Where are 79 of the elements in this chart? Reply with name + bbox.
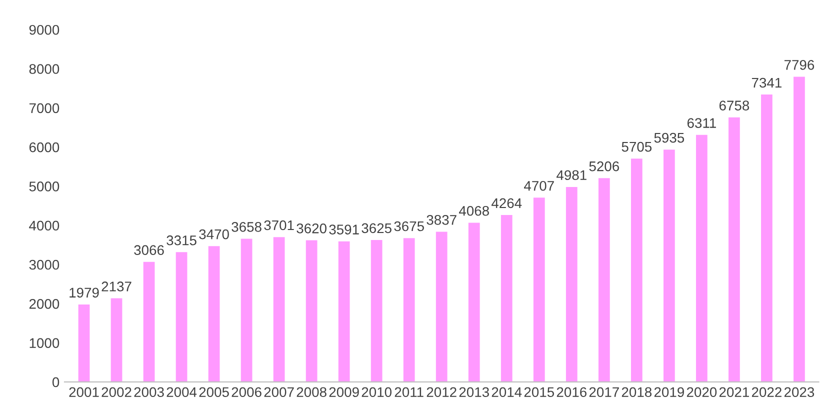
data-label: 3470 bbox=[199, 229, 229, 240]
y-tick-label: 1000 bbox=[30, 338, 60, 348]
data-label: 4707 bbox=[524, 180, 554, 191]
y-tick-label: 8000 bbox=[29, 64, 60, 74]
data-label: 4981 bbox=[556, 170, 586, 180]
data-label: 3591 bbox=[329, 224, 359, 234]
data-label: 5705 bbox=[622, 142, 652, 152]
data-label: 3625 bbox=[362, 223, 392, 234]
bar bbox=[468, 222, 480, 382]
x-tick-label: 2011 bbox=[394, 387, 424, 398]
data-label: 3620 bbox=[296, 223, 326, 234]
x-tick-label: 2019 bbox=[654, 387, 684, 398]
bar bbox=[403, 238, 415, 382]
bar bbox=[794, 76, 805, 382]
x-tick-label: 2012 bbox=[426, 387, 456, 398]
x-tick-label: 2013 bbox=[459, 387, 489, 398]
data-label: 6758 bbox=[719, 100, 750, 110]
x-tick-label: 2006 bbox=[232, 387, 262, 398]
y-tick-label: 5000 bbox=[29, 182, 60, 192]
data-label: 3837 bbox=[426, 215, 456, 225]
bar bbox=[630, 158, 642, 382]
bar bbox=[110, 298, 122, 382]
y-tick-label: 4000 bbox=[29, 220, 60, 231]
x-tick-label: 2017 bbox=[589, 387, 619, 398]
bar bbox=[78, 304, 90, 382]
bar bbox=[436, 232, 448, 382]
bar bbox=[533, 198, 545, 382]
bar bbox=[240, 238, 252, 382]
data-label: 1979 bbox=[70, 288, 99, 298]
data-label: 3675 bbox=[394, 221, 424, 232]
y-tick-label: 6000 bbox=[29, 142, 60, 152]
y-tick-label: 3000 bbox=[29, 260, 60, 270]
bar bbox=[306, 240, 318, 382]
x-tick-label: 2002 bbox=[102, 387, 132, 398]
data-label: 5206 bbox=[589, 161, 620, 172]
x-tick-label: 2022 bbox=[752, 387, 782, 398]
x-tick-label: 2003 bbox=[134, 387, 164, 398]
y-tick-label: 0 bbox=[52, 377, 60, 388]
y-tick-label: 9000 bbox=[29, 24, 60, 35]
data-label: 7796 bbox=[784, 60, 814, 70]
bar bbox=[370, 240, 382, 382]
data-label: 4068 bbox=[459, 206, 489, 216]
y-tick-label: 2000 bbox=[29, 299, 60, 309]
x-tick-label: 2016 bbox=[556, 387, 586, 398]
bar bbox=[208, 246, 220, 382]
x-tick-label: 2009 bbox=[329, 387, 359, 398]
bar bbox=[273, 237, 285, 382]
x-tick-label: 2008 bbox=[296, 387, 326, 398]
bar bbox=[663, 150, 675, 382]
x-tick-label: 2021 bbox=[719, 387, 749, 398]
bar bbox=[728, 117, 740, 382]
x-tick-label: 2020 bbox=[686, 387, 717, 398]
bar bbox=[761, 94, 772, 382]
x-tick-label: 2004 bbox=[166, 387, 197, 398]
bar bbox=[338, 241, 350, 382]
x-tick-label: 2018 bbox=[622, 387, 652, 398]
data-label: 2137 bbox=[102, 282, 132, 292]
data-label: 3066 bbox=[134, 245, 164, 256]
data-label: 7341 bbox=[752, 78, 782, 88]
x-tick-label: 2023 bbox=[784, 387, 814, 398]
bar bbox=[598, 178, 610, 382]
data-label: 3658 bbox=[232, 222, 262, 232]
x-tick-label: 2007 bbox=[264, 387, 294, 398]
bar bbox=[143, 262, 155, 382]
x-tick-label: 2005 bbox=[199, 387, 229, 398]
x-tick-label: 2010 bbox=[362, 387, 392, 398]
bar bbox=[176, 252, 188, 382]
data-label: 4264 bbox=[492, 198, 522, 208]
bar bbox=[566, 186, 578, 382]
x-tick-label: 2014 bbox=[492, 387, 522, 398]
data-label: 3315 bbox=[166, 235, 196, 246]
bar bbox=[500, 215, 512, 382]
data-label: 5935 bbox=[654, 132, 684, 143]
bar bbox=[696, 134, 708, 382]
data-label: 6311 bbox=[687, 118, 716, 128]
x-tick-label: 2015 bbox=[524, 387, 554, 398]
x-tick-label: 2001 bbox=[69, 387, 99, 398]
y-tick-label: 7000 bbox=[29, 103, 60, 114]
data-label: 3701 bbox=[264, 220, 294, 230]
